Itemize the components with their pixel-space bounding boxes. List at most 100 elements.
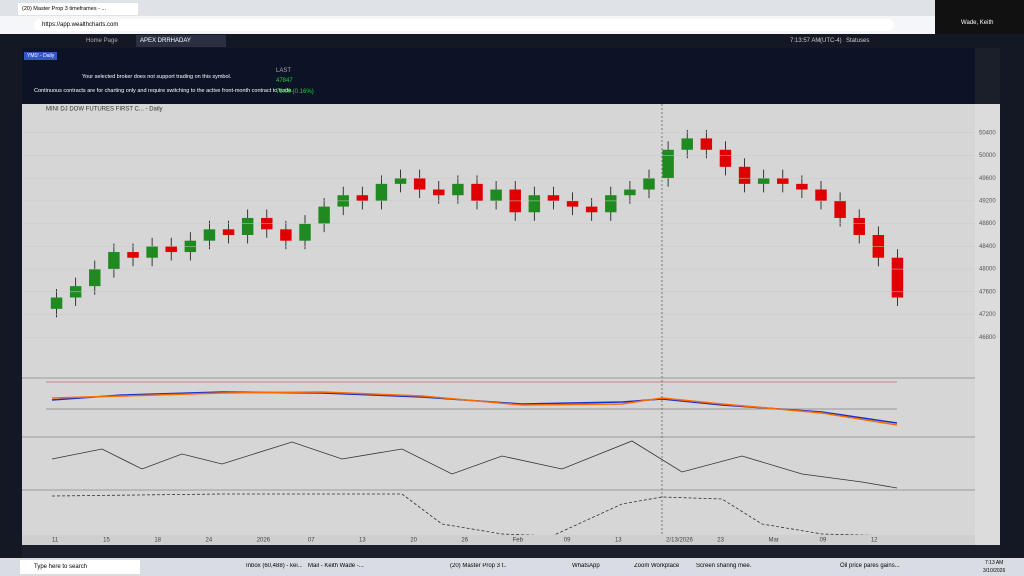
y-tick-label: 50000 bbox=[979, 153, 996, 159]
candle-body bbox=[815, 189, 827, 201]
app-tab[interactable]: Home Page bbox=[86, 38, 118, 44]
candle-body bbox=[165, 246, 177, 253]
candle-body bbox=[203, 229, 216, 241]
symbol-title: MINI DJ DOW FUTURES FIRST C... - Daily bbox=[46, 107, 163, 113]
candle-body bbox=[108, 252, 120, 270]
candle-body bbox=[681, 138, 693, 150]
candle-body bbox=[853, 217, 865, 235]
taskbar-app[interactable]: Mail - Keith Wade -... bbox=[308, 563, 364, 569]
price-axis bbox=[975, 104, 1000, 545]
candle-body bbox=[643, 178, 655, 190]
x-tick-label: 09 bbox=[564, 538, 571, 544]
candle-body bbox=[433, 189, 445, 196]
x-tick-label: 18 bbox=[154, 538, 161, 544]
last-label: LAST bbox=[276, 68, 292, 74]
taskbar: Type here to search Oil price pares gain… bbox=[0, 558, 1024, 576]
y-tick-label: 47600 bbox=[979, 289, 996, 295]
candle-body bbox=[241, 217, 254, 235]
candle-body bbox=[777, 178, 789, 184]
candle-body bbox=[738, 166, 751, 184]
price-change: 78.00 (0.16%) bbox=[276, 89, 314, 95]
taskbar-app[interactable]: Screen sharing mee... bbox=[696, 563, 752, 569]
x-axis bbox=[22, 535, 975, 545]
candle-body bbox=[834, 200, 846, 218]
candle-body bbox=[146, 246, 158, 258]
x-tick-label: 12 bbox=[871, 538, 878, 544]
taskbar-app[interactable]: WhatsApp bbox=[572, 563, 600, 569]
y-tick-label: 49600 bbox=[979, 176, 996, 182]
candle-body bbox=[222, 229, 235, 235]
y-tick-label: 46800 bbox=[979, 335, 996, 341]
last-price: 47847 bbox=[276, 78, 293, 84]
candle-body bbox=[566, 200, 579, 207]
notice-line: Your selected broker does not support tr… bbox=[82, 74, 232, 80]
zone: (UTC-4) bbox=[820, 38, 842, 44]
user-name: Wade, Keith bbox=[961, 20, 994, 26]
x-tick-label: 2026 bbox=[257, 538, 271, 544]
address-bar: https://app.wealthcharts.com bbox=[0, 16, 935, 34]
date: 3/10/2026 bbox=[983, 568, 1006, 574]
left-sidebar bbox=[0, 48, 22, 558]
x-tick-label: 20 bbox=[410, 538, 417, 544]
zoom-panel: Wade, Keith bbox=[935, 0, 1024, 34]
x-tick-label: 24 bbox=[206, 538, 213, 544]
taskbar-app[interactable]: (20) Master Prop 3 t... bbox=[450, 563, 506, 569]
candle-body bbox=[700, 138, 713, 150]
candle-body bbox=[891, 257, 904, 298]
candle-body bbox=[471, 183, 483, 201]
candle-body bbox=[318, 206, 330, 224]
candle-body bbox=[624, 189, 636, 196]
candle-body bbox=[605, 195, 617, 213]
y-tick-label: 48800 bbox=[979, 221, 996, 227]
chart: MINI DJ DOW FUTURES FIRST C... - Daily 4… bbox=[22, 104, 1000, 545]
x-tick-label: 2/13/2026 bbox=[666, 538, 693, 544]
y-tick-label: 48000 bbox=[979, 267, 996, 273]
y-tick-label: 47200 bbox=[979, 312, 996, 318]
candle-body bbox=[299, 223, 311, 241]
candle-body bbox=[452, 183, 464, 196]
candle-body bbox=[50, 297, 63, 309]
candle-body bbox=[547, 195, 560, 201]
candle-body bbox=[394, 178, 407, 184]
tab[interactable]: (20) Master Prop 3 timeframes - ... bbox=[18, 3, 138, 15]
candle-body bbox=[796, 183, 808, 190]
news[interactable]: Oil price pares gains... bbox=[840, 563, 900, 569]
notice-panel: YM1! - Daily Your selected broker does n… bbox=[22, 48, 975, 104]
y-tick-label: 49200 bbox=[979, 198, 996, 204]
x-tick-label: 09 bbox=[820, 538, 827, 544]
x-tick-label: 26 bbox=[461, 538, 468, 544]
url[interactable]: https://app.wealthcharts.com bbox=[34, 19, 894, 31]
status: Statuses bbox=[846, 38, 870, 44]
x-tick-label: 11 bbox=[52, 538, 59, 544]
candle-body bbox=[89, 269, 101, 287]
app-tab[interactable]: APEX DRRHADAY bbox=[136, 35, 226, 47]
candle-body bbox=[280, 229, 292, 241]
right-sidebar bbox=[1000, 48, 1024, 558]
x-tick-label: 13 bbox=[615, 538, 622, 544]
x-tick-label: Feb bbox=[513, 538, 524, 544]
clock: 7:13 AM bbox=[985, 560, 1004, 566]
candle-body bbox=[375, 183, 388, 201]
taskbar-app[interactable]: Inbox (60,488) - kei... bbox=[246, 563, 302, 569]
x-tick-label: 15 bbox=[103, 538, 110, 544]
candle-body bbox=[356, 195, 369, 201]
x-tick-label: 23 bbox=[717, 538, 724, 544]
notice-line: Continuous contracts are for charting on… bbox=[34, 88, 293, 94]
chart-bg bbox=[22, 104, 975, 545]
y-tick-label: 48400 bbox=[979, 244, 996, 250]
clock: 7:13:57 AM bbox=[790, 38, 821, 44]
symbol-badge[interactable]: YM1! - Daily bbox=[24, 52, 58, 60]
y-tick-label: 50400 bbox=[979, 130, 996, 136]
candle-body bbox=[490, 189, 502, 201]
candle-body bbox=[719, 149, 732, 167]
candle-body bbox=[413, 178, 426, 190]
candle-body bbox=[528, 195, 541, 213]
indicator-panels bbox=[22, 104, 975, 545]
x-tick-label: Mar bbox=[768, 538, 778, 544]
search[interactable]: Type here to search bbox=[20, 560, 140, 574]
taskbar-app[interactable]: Zoom Workplace bbox=[634, 563, 680, 569]
browser-tabs: (20) Master Prop 3 timeframes - ... bbox=[0, 0, 935, 16]
candle-body bbox=[127, 252, 139, 258]
candle-body bbox=[585, 206, 598, 213]
